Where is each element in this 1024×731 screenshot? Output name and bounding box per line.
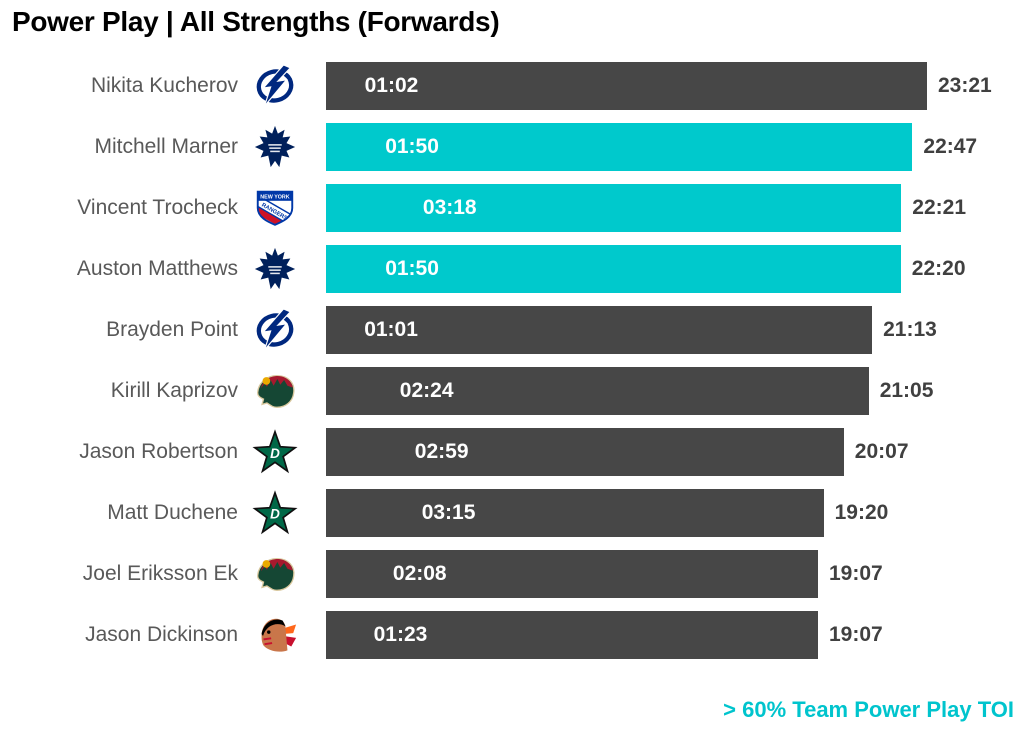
- total-toi-label: 21:13: [883, 318, 937, 341]
- legend-label: > 60% Team Power Play TOI: [723, 697, 1014, 722]
- pp-toi-label: 01:01: [364, 318, 418, 341]
- bar-chart: Nikita Kucherov 01:02 23:21 Mitchell Mar…: [0, 62, 1024, 672]
- player-name: Jason Robertson: [79, 440, 238, 463]
- toi-bar: 01:02: [326, 62, 927, 110]
- pp-toi-label: 03:18: [422, 196, 477, 219]
- toi-bar: 01:23: [326, 611, 818, 659]
- player-row: Kirill Kaprizov 02:24 21:05: [0, 367, 1024, 415]
- total-toi-label: 22:21: [912, 196, 967, 219]
- player-name: Nikita Kucherov: [90, 74, 238, 97]
- pp-toi-label: 02:24: [399, 379, 454, 402]
- tampa-bay-lightning-logo-icon: [238, 62, 312, 110]
- toi-bar: 03:18: [326, 184, 902, 232]
- toi-bar: 02:24: [326, 367, 869, 415]
- player-name: Brayden Point: [106, 318, 238, 341]
- pp-toi-label: 02:08: [392, 562, 447, 585]
- player-name: Auston Matthews: [76, 257, 238, 280]
- player-row: Joel Eriksson Ek 02:08 19:07: [0, 550, 1024, 598]
- pp-toi-label: 03:15: [421, 501, 476, 524]
- player-name: Vincent Trocheck: [77, 196, 238, 219]
- player-name: Kirill Kaprizov: [110, 379, 238, 402]
- bar-area: 01:50 22:47: [312, 123, 1024, 171]
- bar-area: 01:02 23:21: [312, 62, 1024, 110]
- total-toi-label: 19:20: [834, 501, 889, 524]
- toi-bar: 02:59: [326, 428, 844, 476]
- player-row: Matt Duchene D 03:15 19:20: [0, 489, 1024, 537]
- total-toi-label: 19:07: [829, 623, 883, 646]
- player-row: Nikita Kucherov 01:02 23:21: [0, 62, 1024, 110]
- toi-bar: 01:50: [326, 123, 913, 171]
- toi-bar: 02:08: [326, 550, 818, 598]
- player-row: Vincent Trocheck RANGERS NEW YORK 03:18 2…: [0, 184, 1024, 232]
- bar-area: 02:59 20:07: [312, 428, 1024, 476]
- total-toi-label: 22:20: [911, 257, 966, 280]
- pp-toi-label: 01:50: [385, 135, 439, 158]
- bar-area: 01:23 19:07: [312, 611, 1024, 659]
- player-name: Matt Duchene: [107, 501, 238, 524]
- player-row: Brayden Point 01:01 21:13: [0, 306, 1024, 354]
- player-row: Mitchell Marner 01:50 22:47: [0, 123, 1024, 171]
- tampa-bay-lightning-logo-icon: [238, 306, 312, 354]
- minnesota-wild-logo-icon: [238, 550, 312, 598]
- bar-area: 03:18 22:21: [312, 184, 1024, 232]
- dallas-stars-logo-icon: D: [238, 489, 312, 537]
- total-toi-label: 21:05: [879, 379, 934, 402]
- pp-toi-label: 01:02: [364, 74, 419, 97]
- player-name: Jason Dickinson: [85, 623, 238, 646]
- chicago-blackhawks-logo-icon: [238, 611, 312, 659]
- svg-text:D: D: [270, 507, 280, 522]
- minnesota-wild-logo-icon: [238, 367, 312, 415]
- new-york-rangers-logo-icon: RANGERS NEW YORK: [238, 184, 312, 232]
- total-toi-label: 19:07: [829, 562, 883, 585]
- toi-bar: 01:01: [326, 306, 873, 354]
- bar-area: 03:15 19:20: [312, 489, 1024, 537]
- bar-area: 02:24 21:05: [312, 367, 1024, 415]
- toronto-maple-leafs-logo-icon: [238, 245, 312, 293]
- toi-bar: 01:50: [326, 245, 901, 293]
- bar-area: 01:50 22:20: [312, 245, 1024, 293]
- player-row: Auston Matthews 01:50 22:20: [0, 245, 1024, 293]
- player-row: Jason Robertson D 02:59 20:07: [0, 428, 1024, 476]
- pp-toi-label: 01:23: [373, 623, 428, 646]
- player-name: Mitchell Marner: [94, 135, 238, 158]
- total-toi-label: 22:47: [923, 135, 978, 158]
- total-toi-label: 23:21: [938, 74, 992, 97]
- bar-area: 02:08 19:07: [312, 550, 1024, 598]
- dallas-stars-logo-icon: D: [238, 428, 312, 476]
- player-name: Joel Eriksson Ek: [82, 562, 238, 585]
- pp-toi-label: 02:59: [414, 440, 469, 463]
- player-row: Jason Dickinson 01:23 19:07: [0, 611, 1024, 659]
- toi-bar: 03:15: [326, 489, 824, 537]
- svg-text:NEW YORK: NEW YORK: [260, 195, 290, 201]
- total-toi-label: 20:07: [854, 440, 909, 463]
- pp-toi-label: 01:50: [385, 257, 439, 280]
- bar-area: 01:01 21:13: [312, 306, 1024, 354]
- toronto-maple-leafs-logo-icon: [238, 123, 312, 171]
- svg-text:D: D: [270, 446, 280, 461]
- chart-title: Power Play | All Strengths (Forwards): [12, 6, 500, 37]
